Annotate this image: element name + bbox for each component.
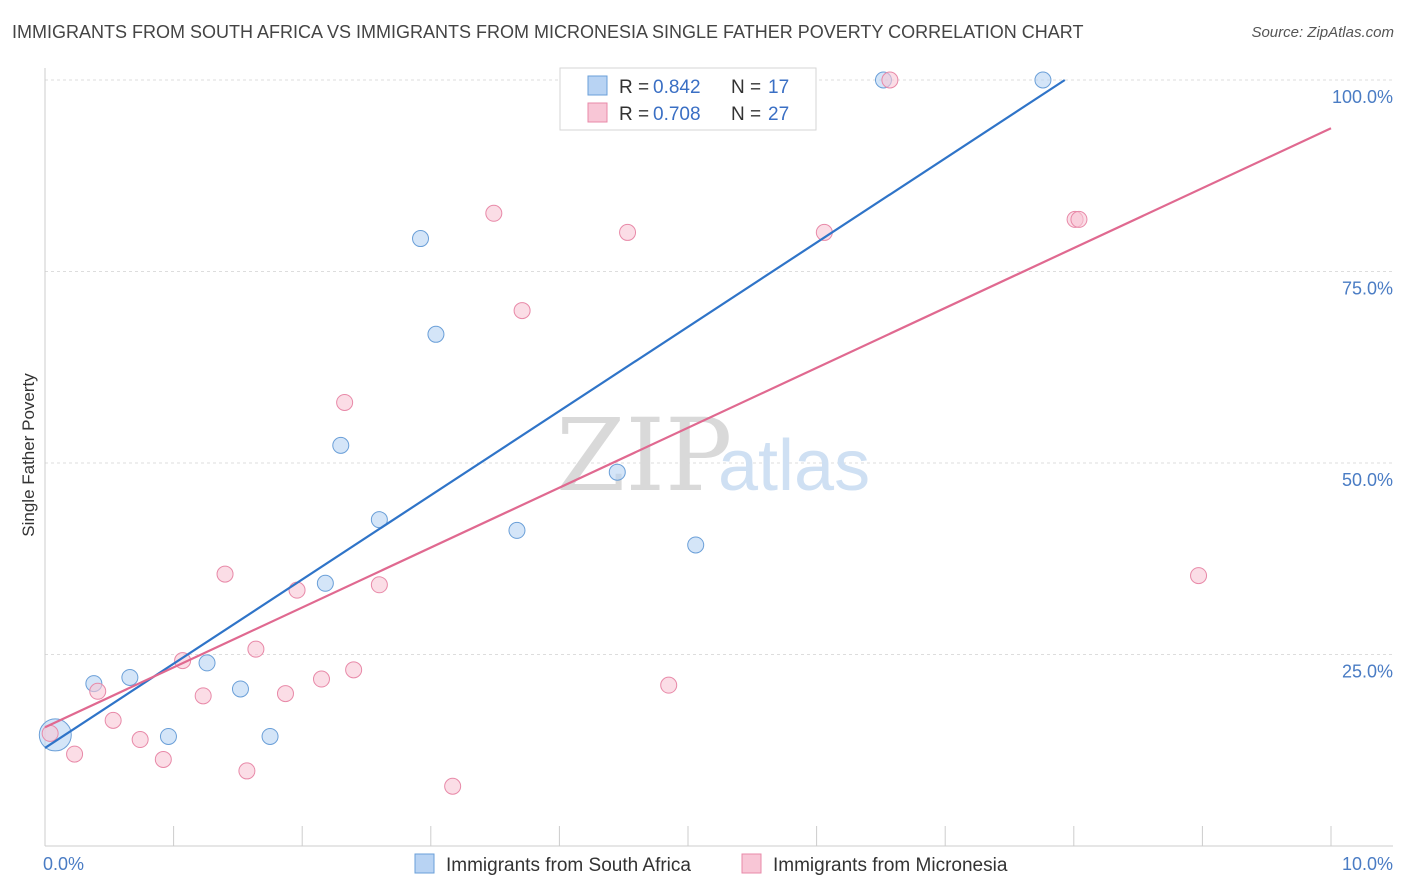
data-point-micronesia	[513, 302, 531, 320]
legend-r-label: R =	[619, 77, 649, 98]
data-point-micronesia	[1070, 210, 1088, 228]
data-point-micronesia	[288, 581, 306, 599]
data-point-micronesia	[131, 731, 149, 749]
legend-n-value: 27	[768, 104, 789, 125]
data-point-micronesia	[345, 661, 363, 679]
data-point-micronesia	[370, 576, 388, 594]
y-axis-label: Single Father Poverty	[19, 373, 38, 537]
data-point-south-africa	[508, 521, 526, 539]
y-tick-label: 50.0%	[1342, 470, 1393, 490]
bottom-legend-swatch-micronesia	[741, 853, 762, 874]
y-tick-label: 25.0%	[1342, 662, 1393, 682]
bottom-legend: Immigrants from South Africa Immigrants …	[414, 853, 1008, 876]
data-point-south-africa	[159, 727, 177, 745]
series-micronesia	[41, 71, 1208, 795]
x-tick-label: 10.0%	[1342, 854, 1393, 874]
trendlines	[44, 79, 1332, 749]
data-point-micronesia	[66, 745, 84, 763]
legend-r-value: 0.708	[653, 104, 701, 125]
data-point-micronesia	[238, 762, 256, 780]
data-point-micronesia	[89, 682, 107, 700]
data-point-micronesia	[194, 687, 212, 705]
legend-r-value: 0.842	[653, 77, 701, 98]
x-tick-label: 0.0%	[43, 854, 84, 874]
y-tick-label: 75.0%	[1342, 279, 1393, 299]
data-point-micronesia	[881, 71, 899, 89]
data-point-micronesia	[41, 724, 59, 742]
data-point-micronesia	[1190, 567, 1208, 585]
legend-r-label: R =	[619, 104, 649, 125]
legend-swatch-south-africa	[587, 75, 608, 96]
data-point-south-africa	[261, 727, 279, 745]
legend: R = 0.842 N = 17 R = 0.708 N = 27	[559, 67, 817, 131]
data-point-south-africa	[121, 668, 139, 686]
data-point-south-africa	[412, 230, 430, 248]
grid	[45, 79, 1393, 655]
data-point-micronesia	[444, 777, 462, 795]
source-label: Source: ZipAtlas.com	[1251, 24, 1394, 41]
data-point-micronesia	[485, 204, 503, 222]
series-south-africa	[38, 71, 1052, 752]
bottom-legend-label-south-africa: Immigrants from South Africa	[446, 855, 691, 876]
y-tick-label: 100.0%	[1332, 87, 1393, 107]
data-point-micronesia	[619, 223, 637, 241]
data-point-south-africa	[687, 536, 705, 554]
data-point-south-africa	[427, 325, 445, 343]
data-point-micronesia	[660, 676, 678, 694]
bottom-legend-label-micronesia: Immigrants from Micronesia	[773, 855, 1008, 876]
data-point-south-africa	[316, 574, 334, 592]
data-point-micronesia	[247, 640, 265, 658]
bottom-legend-swatch-south-africa	[414, 853, 435, 874]
legend-n-label: N =	[731, 77, 761, 98]
legend-n-value: 17	[768, 77, 789, 98]
data-point-south-africa	[332, 436, 350, 454]
trendline-micronesia	[44, 127, 1332, 729]
chart-title: IMMIGRANTS FROM SOUTH AFRICA VS IMMIGRAN…	[12, 22, 1084, 42]
data-point-micronesia	[154, 750, 172, 768]
x-tick-labels: 0.0% 10.0%	[43, 854, 1393, 874]
axes	[44, 68, 1393, 847]
data-point-micronesia	[336, 393, 354, 411]
data-point-south-africa	[231, 680, 249, 698]
trendline-south-africa	[44, 79, 1066, 749]
data-point-micronesia	[312, 670, 330, 688]
y-tick-labels: 25.0% 50.0% 75.0% 100.0%	[1332, 87, 1393, 682]
data-point-micronesia	[104, 711, 122, 729]
watermark-zip: ZIP	[556, 397, 732, 514]
legend-swatch-micronesia	[587, 102, 608, 123]
data-point-south-africa	[608, 463, 626, 481]
data-point-micronesia	[216, 565, 234, 583]
data-point-micronesia	[276, 685, 294, 703]
watermark: ZIP atlas	[556, 397, 870, 514]
legend-n-label: N =	[731, 104, 761, 125]
watermark-atlas: atlas	[718, 426, 870, 506]
data-point-south-africa	[198, 654, 216, 672]
data-point-south-africa	[1034, 71, 1052, 89]
